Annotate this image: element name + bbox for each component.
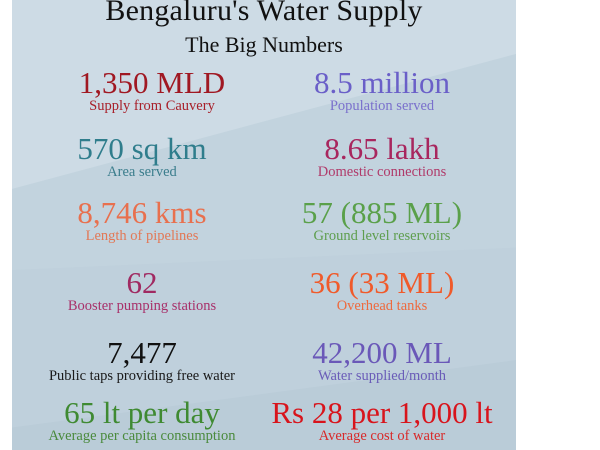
stat-label: Ground level reservoirs bbox=[313, 228, 451, 244]
stat-population: 8.5 million Population served bbox=[282, 65, 482, 114]
stat-value: 57 (885 ML) bbox=[301, 195, 463, 230]
stat-value: 42,200 ML bbox=[312, 335, 452, 370]
stat-water-cost: Rs 28 per 1,000 lt Average cost of water bbox=[252, 395, 512, 444]
page-subtitle: The Big Numbers bbox=[185, 32, 343, 57]
stat-label: Booster pumping stations bbox=[67, 298, 217, 314]
stat-label: Average per capita consumption bbox=[48, 428, 236, 444]
stat-ground-reservoirs: 57 (885 ML) Ground level reservoirs bbox=[272, 195, 492, 244]
stat-label: Average cost of water bbox=[318, 428, 446, 444]
stat-label: Population served bbox=[329, 98, 435, 114]
stat-value: 7,477 bbox=[107, 335, 177, 370]
stat-cauvery-supply: 1,350 MLD Supply from Cauvery bbox=[52, 65, 252, 114]
stat-domestic-connections: 8.65 lakh Domestic connections bbox=[272, 131, 492, 180]
stat-overhead-tanks: 36 (33 ML) Overhead tanks bbox=[272, 265, 492, 314]
stat-label: Length of pipelines bbox=[85, 228, 199, 244]
stat-per-capita: 65 lt per day Average per capita consump… bbox=[17, 395, 267, 444]
stat-value: 1,350 MLD bbox=[78, 65, 226, 100]
stat-label: Area served bbox=[107, 164, 177, 180]
stat-label: Water supplied/month bbox=[317, 368, 447, 384]
stat-area: 570 sq km Area served bbox=[42, 131, 242, 180]
page-title: Bengaluru's Water Supply bbox=[105, 0, 423, 27]
stat-label: Public taps providing free water bbox=[48, 368, 236, 384]
stat-label: Domestic connections bbox=[317, 164, 447, 180]
stat-label: Supply from Cauvery bbox=[89, 98, 215, 114]
infographic-panel: Bengaluru's Water Supply The Big Numbers… bbox=[12, 0, 516, 450]
stat-value: 36 (33 ML) bbox=[309, 265, 455, 300]
stat-value: 62 bbox=[126, 265, 158, 300]
stat-pipelines: 8,746 kms Length of pipelines bbox=[42, 195, 242, 244]
stat-monthly-supply: 42,200 ML Water supplied/month bbox=[272, 335, 492, 384]
stat-value: 8.5 million bbox=[313, 65, 451, 100]
stat-value: Rs 28 per 1,000 lt bbox=[271, 395, 493, 430]
stat-value: 65 lt per day bbox=[64, 395, 220, 430]
stat-value: 570 sq km bbox=[77, 131, 207, 166]
stat-public-taps: 7,477 Public taps providing free water bbox=[22, 335, 262, 384]
stat-label: Overhead tanks bbox=[336, 298, 428, 314]
stat-value: 8.65 lakh bbox=[324, 131, 440, 166]
stat-value: 8,746 kms bbox=[77, 195, 207, 230]
stat-booster-stations: 62 Booster pumping stations bbox=[32, 265, 252, 314]
